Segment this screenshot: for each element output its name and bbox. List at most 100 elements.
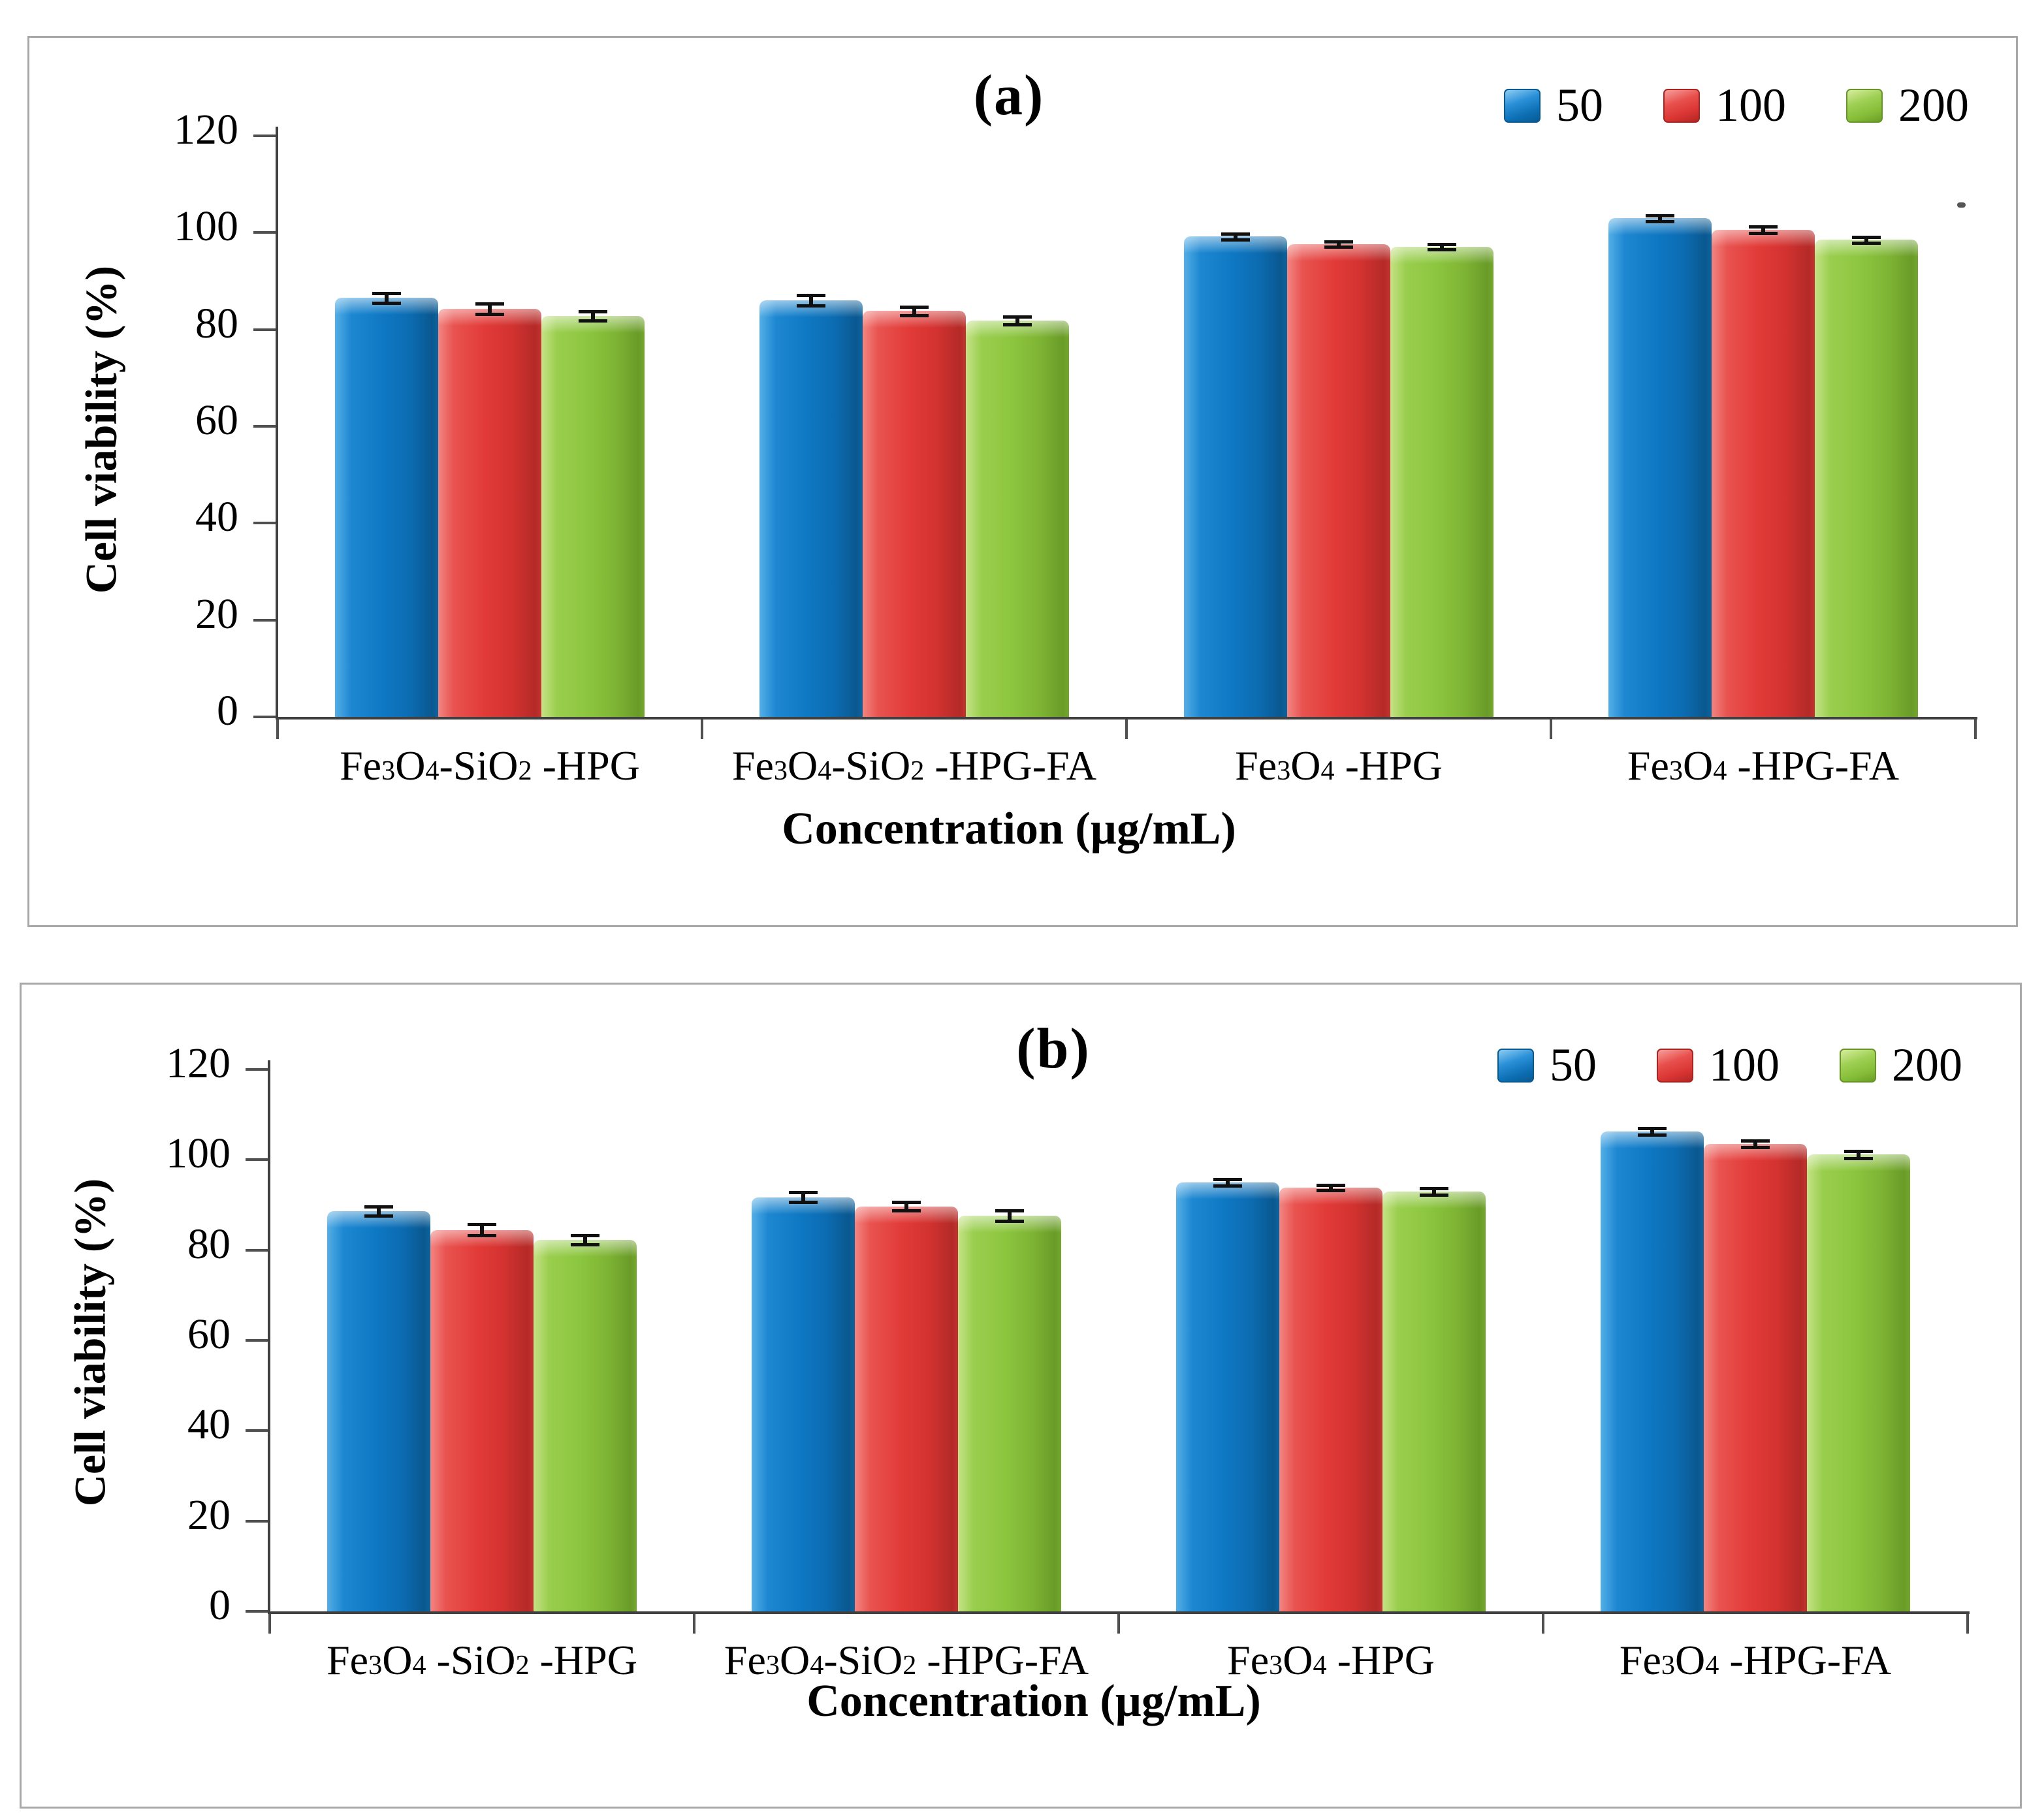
x-tick-mark bbox=[1550, 720, 1552, 739]
y-tick-label: 100 bbox=[166, 1130, 231, 1178]
error-bar-stem bbox=[385, 293, 389, 303]
y-tick-label: 120 bbox=[166, 1039, 231, 1087]
error-bar-stem bbox=[1432, 1188, 1436, 1195]
y-tick-label: 0 bbox=[209, 1581, 231, 1629]
x-tick-mark bbox=[1966, 1614, 1969, 1634]
error-bar-cap-bottom bbox=[900, 314, 929, 318]
bar bbox=[1608, 218, 1712, 717]
error-bar-cap-bottom bbox=[571, 1242, 599, 1246]
error-bar-cap-bottom bbox=[475, 312, 504, 316]
error-bar-stem bbox=[1234, 233, 1238, 240]
bar bbox=[752, 1197, 855, 1611]
legend-item-100: 100 bbox=[1657, 1038, 1780, 1092]
legend-swatch-green-icon bbox=[1840, 1048, 1876, 1083]
y-axis-line bbox=[276, 127, 278, 720]
y-tick-label: 20 bbox=[187, 1491, 231, 1539]
x-tick-mark bbox=[1125, 720, 1128, 739]
category-label: Fe3O4 -HPG bbox=[1235, 742, 1443, 789]
error-bar-stem bbox=[809, 295, 813, 306]
legend-swatch-blue-icon bbox=[1504, 88, 1541, 123]
legend-swatch-red-icon bbox=[1663, 88, 1700, 123]
y-tick-mark bbox=[253, 231, 276, 234]
x-tick-mark bbox=[1974, 720, 1977, 739]
bar bbox=[1712, 229, 1815, 717]
y-tick-label: 0 bbox=[217, 687, 238, 735]
error-bar-stem bbox=[1008, 1210, 1012, 1222]
error-bar-cap-bottom bbox=[1638, 1133, 1667, 1137]
error-bar-cap-bottom bbox=[364, 1214, 393, 1218]
legend-item-200: 200 bbox=[1846, 78, 1969, 133]
y-axis-line bbox=[268, 1060, 270, 1614]
legend-swatch-red-icon bbox=[1657, 1048, 1693, 1083]
legend-item-100: 100 bbox=[1663, 78, 1786, 133]
error-bar-stem bbox=[1761, 226, 1765, 234]
y-tick-mark bbox=[246, 1429, 268, 1432]
y-tick-mark bbox=[246, 1610, 268, 1613]
bar bbox=[1390, 246, 1493, 717]
y-tick-label: 80 bbox=[195, 299, 238, 347]
category-label: Fe3O4-SiO2 -HPG-FA bbox=[731, 742, 1097, 789]
error-bar-cap-bottom bbox=[468, 1233, 496, 1237]
legend-label: 100 bbox=[1709, 1039, 1780, 1091]
error-bar-stem bbox=[1658, 215, 1662, 221]
error-bar-cap-bottom bbox=[1852, 241, 1881, 245]
bar bbox=[1176, 1182, 1279, 1611]
error-bar-cap-bottom bbox=[1213, 1184, 1242, 1188]
bar bbox=[759, 300, 863, 717]
legend-label: 50 bbox=[1556, 79, 1603, 131]
bar bbox=[863, 311, 966, 717]
y-tick-mark bbox=[246, 1339, 268, 1342]
error-bar-cap-bottom bbox=[1003, 323, 1032, 327]
error-bar-stem bbox=[912, 306, 916, 316]
y-tick-mark bbox=[246, 1158, 268, 1162]
bar bbox=[966, 321, 1069, 717]
error-bar-stem bbox=[1015, 317, 1019, 325]
bar bbox=[534, 1239, 637, 1611]
bar bbox=[438, 308, 541, 717]
error-bar-stem bbox=[1753, 1141, 1757, 1147]
x-axis-title: Concentration (µg/mL) bbox=[782, 804, 1236, 854]
y-tick-label: 100 bbox=[174, 202, 238, 251]
legend-swatch-blue-icon bbox=[1497, 1048, 1534, 1083]
y-tick-mark bbox=[253, 522, 276, 525]
bar bbox=[1382, 1191, 1486, 1611]
legend-item-50: 50 bbox=[1504, 78, 1603, 133]
category-label: Fe3O4 -HPG bbox=[1227, 1637, 1435, 1683]
y-tick-mark bbox=[253, 328, 276, 331]
bar bbox=[1807, 1154, 1910, 1611]
legend-label: 100 bbox=[1716, 79, 1786, 131]
error-bar-stem bbox=[1650, 1128, 1654, 1135]
error-bar-stem bbox=[1864, 237, 1868, 243]
error-bar-cap-bottom bbox=[995, 1220, 1024, 1224]
legend-label: 200 bbox=[1898, 79, 1969, 131]
legend-label: 200 bbox=[1892, 1039, 1962, 1091]
x-axis-line bbox=[276, 717, 1977, 720]
x-tick-mark bbox=[701, 720, 703, 739]
error-bar-cap-bottom bbox=[1221, 238, 1250, 242]
bar bbox=[430, 1229, 534, 1611]
error-bar-cap-bottom bbox=[1844, 1156, 1873, 1160]
error-bar-cap-bottom bbox=[1749, 232, 1778, 236]
legend-item-50: 50 bbox=[1497, 1038, 1597, 1092]
y-tick-mark bbox=[246, 1519, 268, 1523]
error-bar-stem bbox=[377, 1207, 381, 1216]
bar bbox=[958, 1216, 1061, 1611]
y-tick-label: 60 bbox=[187, 1310, 231, 1358]
y-tick-label: 40 bbox=[195, 493, 238, 541]
y-tick-mark bbox=[253, 716, 276, 718]
error-bar-stem bbox=[1337, 242, 1341, 247]
error-bar-stem bbox=[480, 1224, 484, 1235]
error-bar-cap-bottom bbox=[1420, 1193, 1448, 1197]
error-bar-stem bbox=[904, 1201, 908, 1211]
bar bbox=[1279, 1188, 1382, 1611]
plot-area-b: 0 20 40 60 80 100 120 Fe3O4 -SiO2 -HPG Fe3O4-SiO… bbox=[22, 985, 2020, 1807]
panel-b: (b) 50 100 200 Cell viability (%) Concen… bbox=[20, 983, 2022, 1809]
error-bar-cap-bottom bbox=[1324, 245, 1353, 249]
error-bar-stem bbox=[591, 311, 595, 321]
error-bar-stem bbox=[1226, 1179, 1230, 1186]
category-label: Fe3O4-SiO2 -HPG-FA bbox=[724, 1637, 1089, 1683]
y-tick-mark bbox=[246, 1068, 268, 1071]
y-tick-label: 80 bbox=[187, 1220, 231, 1268]
x-tick-mark bbox=[1542, 1614, 1544, 1634]
error-bar-cap-bottom bbox=[1428, 247, 1456, 251]
